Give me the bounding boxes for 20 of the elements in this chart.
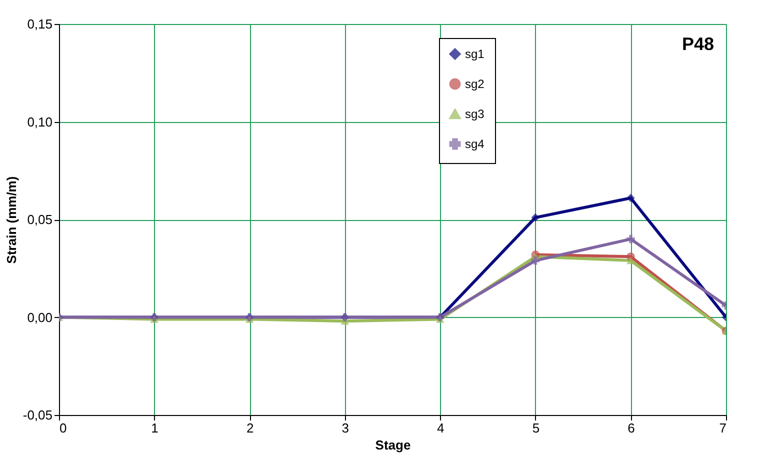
x-tick-label: 0 bbox=[60, 420, 67, 436]
x-tick-label: 6 bbox=[628, 420, 635, 436]
x-tick-label: 4 bbox=[437, 420, 444, 436]
x-tick-label: 3 bbox=[342, 420, 349, 436]
y-tick-label: 0,15 bbox=[27, 16, 52, 32]
x-tick-label: 2 bbox=[246, 420, 254, 436]
x-tick-label: 1 bbox=[151, 420, 158, 436]
x-axis-title: Stage bbox=[375, 438, 411, 452]
legend-label: sg1 bbox=[465, 47, 485, 61]
y-axis-title: Strain (mm/m) bbox=[4, 176, 19, 264]
legend-label: sg2 bbox=[465, 77, 485, 91]
y-tick-label: -0,05 bbox=[22, 408, 52, 422]
y-tick-label: 0,00 bbox=[27, 310, 52, 325]
y-tick-label: 0,10 bbox=[27, 114, 52, 130]
text: P48 bbox=[682, 34, 714, 54]
y-tick-label: 0,05 bbox=[27, 212, 52, 227]
x-tick-label: 5 bbox=[532, 420, 540, 436]
x-tick-label: 7 bbox=[719, 420, 726, 436]
legend-label: sg3 bbox=[465, 107, 485, 121]
legend-label: sg4 bbox=[465, 137, 485, 151]
